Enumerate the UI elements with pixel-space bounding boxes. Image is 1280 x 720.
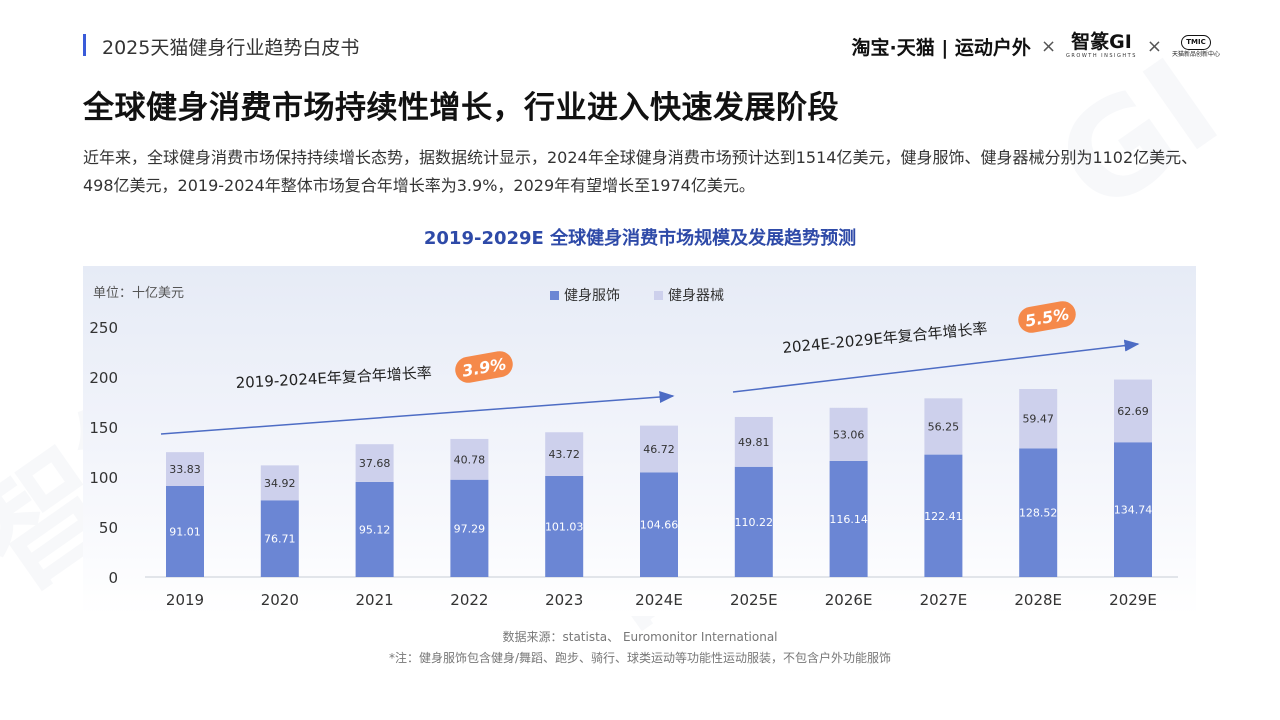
data-label-apparel: 104.66 bbox=[640, 519, 679, 532]
y-tick-label: 200 bbox=[89, 369, 118, 387]
data-label-equipment: 62.69 bbox=[1117, 405, 1149, 418]
data-label-equipment: 59.47 bbox=[1022, 413, 1053, 426]
report-title: 2025天猫健身行业趋势白皮书 bbox=[102, 37, 360, 59]
page-title: 全球健身消费市场持续性增长，行业进入快速发展阶段 bbox=[83, 90, 839, 126]
y-tick-label: 50 bbox=[99, 519, 118, 537]
data-label-equipment: 46.72 bbox=[643, 443, 675, 456]
x-tick-label: 2019 bbox=[166, 591, 204, 609]
bar-apparel bbox=[924, 454, 963, 577]
bar-equipment bbox=[260, 465, 299, 501]
data-label-apparel: 122.41 bbox=[924, 510, 963, 523]
summary-paragraph: 近年来，全球健身消费市场保持持续增长态势，据数据统计显示，2024年全球健身消费… bbox=[83, 148, 1198, 195]
bar-apparel bbox=[640, 472, 678, 577]
bar-apparel bbox=[260, 500, 299, 577]
unit-label: 单位：十亿美元 bbox=[93, 286, 184, 301]
data-label-equipment: 56.25 bbox=[928, 420, 960, 433]
bar-equipment bbox=[1019, 389, 1058, 449]
x-tick-label: 2021 bbox=[356, 591, 394, 609]
data-label-equipment: 40.78 bbox=[454, 453, 486, 466]
data-label-equipment: 53.06 bbox=[833, 428, 865, 441]
bar-equipment bbox=[1114, 379, 1152, 443]
tmic-logo-subtext: 天猫新品创新中心 bbox=[1171, 50, 1220, 58]
cagr-label-2: 2024E-2029E年复合年增长率 bbox=[782, 319, 988, 357]
x-tick-label: 2029E bbox=[1109, 591, 1157, 609]
data-label-apparel: 76.71 bbox=[264, 533, 296, 546]
data-label-apparel: 97.29 bbox=[454, 522, 486, 535]
y-tick-label: 250 bbox=[89, 319, 118, 337]
cagr-arrow-1 bbox=[160, 391, 675, 435]
tmic-logo: TMIC 天猫新品创新中心 bbox=[1171, 34, 1220, 58]
x-tick-label: 2028E bbox=[1014, 591, 1062, 609]
bar-apparel bbox=[545, 475, 584, 577]
bar-equipment bbox=[829, 407, 868, 461]
x-tick-label: 2026E bbox=[825, 591, 873, 609]
cagr-badge-2 bbox=[1018, 301, 1076, 333]
legend-swatch-2 bbox=[654, 291, 663, 300]
x-tick-label: 2020 bbox=[261, 591, 299, 609]
bar-apparel bbox=[166, 485, 204, 577]
data-label-apparel: 101.03 bbox=[545, 520, 584, 533]
data-label-apparel: 95.12 bbox=[359, 523, 391, 536]
data-label-apparel: 110.22 bbox=[735, 516, 774, 529]
data-label-equipment: 37.68 bbox=[359, 457, 391, 470]
bar-apparel bbox=[734, 466, 773, 577]
cagr-badge-1 bbox=[455, 351, 513, 383]
data-label-apparel: 128.52 bbox=[1019, 507, 1057, 520]
data-source: 数据来源：statista、 Euromonitor International bbox=[502, 630, 778, 644]
footnote: *注：健身服饰包含健身/舞蹈、跑步、骑行、球类运动等功能性运动服装，不包含户外功… bbox=[388, 651, 892, 665]
bar-equipment bbox=[924, 398, 963, 455]
x-tick-label: 2023 bbox=[545, 591, 583, 609]
header-accent-bar bbox=[83, 34, 86, 56]
y-tick-label: 150 bbox=[89, 419, 118, 437]
cagr-label-1: 2019-2024E年复合年增长率 bbox=[235, 364, 432, 392]
legend-label-2: 健身器械 bbox=[668, 288, 724, 304]
y-tick-label: 0 bbox=[108, 569, 118, 587]
bar-equipment bbox=[355, 444, 394, 482]
x-tick-label: 2027E bbox=[920, 591, 968, 609]
bar-equipment bbox=[734, 416, 773, 467]
bar-equipment bbox=[166, 452, 204, 486]
bar-apparel bbox=[829, 460, 868, 577]
data-label-equipment: 49.81 bbox=[738, 436, 770, 449]
data-label-apparel: 91.01 bbox=[169, 525, 201, 538]
data-label-equipment: 34.92 bbox=[264, 477, 296, 490]
bar-equipment bbox=[545, 432, 584, 476]
y-tick-label: 100 bbox=[89, 469, 118, 487]
cross-icon: × bbox=[1040, 35, 1057, 57]
legend-label-1: 健身服饰 bbox=[564, 288, 620, 304]
bar-equipment bbox=[640, 425, 678, 473]
tmall-sports-logo: 淘宝·天猫 | 运动户外 bbox=[851, 36, 1031, 59]
chart-title: 2019-2029E 全球健身消费市场规模及发展趋势预测 bbox=[423, 228, 857, 249]
stacked-bar-chart: 单位：十亿美元 健身服饰 健身器械 0 50 100 150 200 250 91.01 33.83… bbox=[89, 286, 1178, 609]
data-label-equipment: 43.72 bbox=[548, 448, 580, 461]
bar-apparel bbox=[1114, 442, 1152, 577]
legend-swatch-1 bbox=[550, 291, 559, 300]
data-label-apparel: 116.14 bbox=[829, 513, 868, 526]
bar-equipment bbox=[450, 438, 489, 480]
x-tick-label: 2022 bbox=[450, 591, 488, 609]
growth-insights-logo-subtext: GROWTH INSIGHTS bbox=[1066, 53, 1137, 59]
cagr-arrow-2 bbox=[732, 339, 1140, 393]
bar-apparel bbox=[355, 481, 394, 577]
growth-insights-logo: 智篆GI GROWTH INSIGHTS bbox=[1066, 33, 1137, 59]
partner-logos: 淘宝·天猫 | 运动户外 × 智篆GI GROWTH INSIGHTS × TM… bbox=[852, 26, 1220, 66]
x-tick-label: 2024E bbox=[635, 591, 683, 609]
data-label-equipment: 33.83 bbox=[169, 463, 201, 476]
cross-icon: × bbox=[1146, 35, 1162, 57]
tmic-badge: TMIC bbox=[1181, 34, 1211, 50]
data-label-apparel: 134.74 bbox=[1114, 504, 1153, 517]
x-tick-label: 2025E bbox=[730, 591, 778, 609]
bar-apparel bbox=[450, 479, 489, 577]
bar-apparel bbox=[1019, 448, 1058, 577]
growth-insights-logo-text: 智篆GI bbox=[1071, 31, 1132, 53]
